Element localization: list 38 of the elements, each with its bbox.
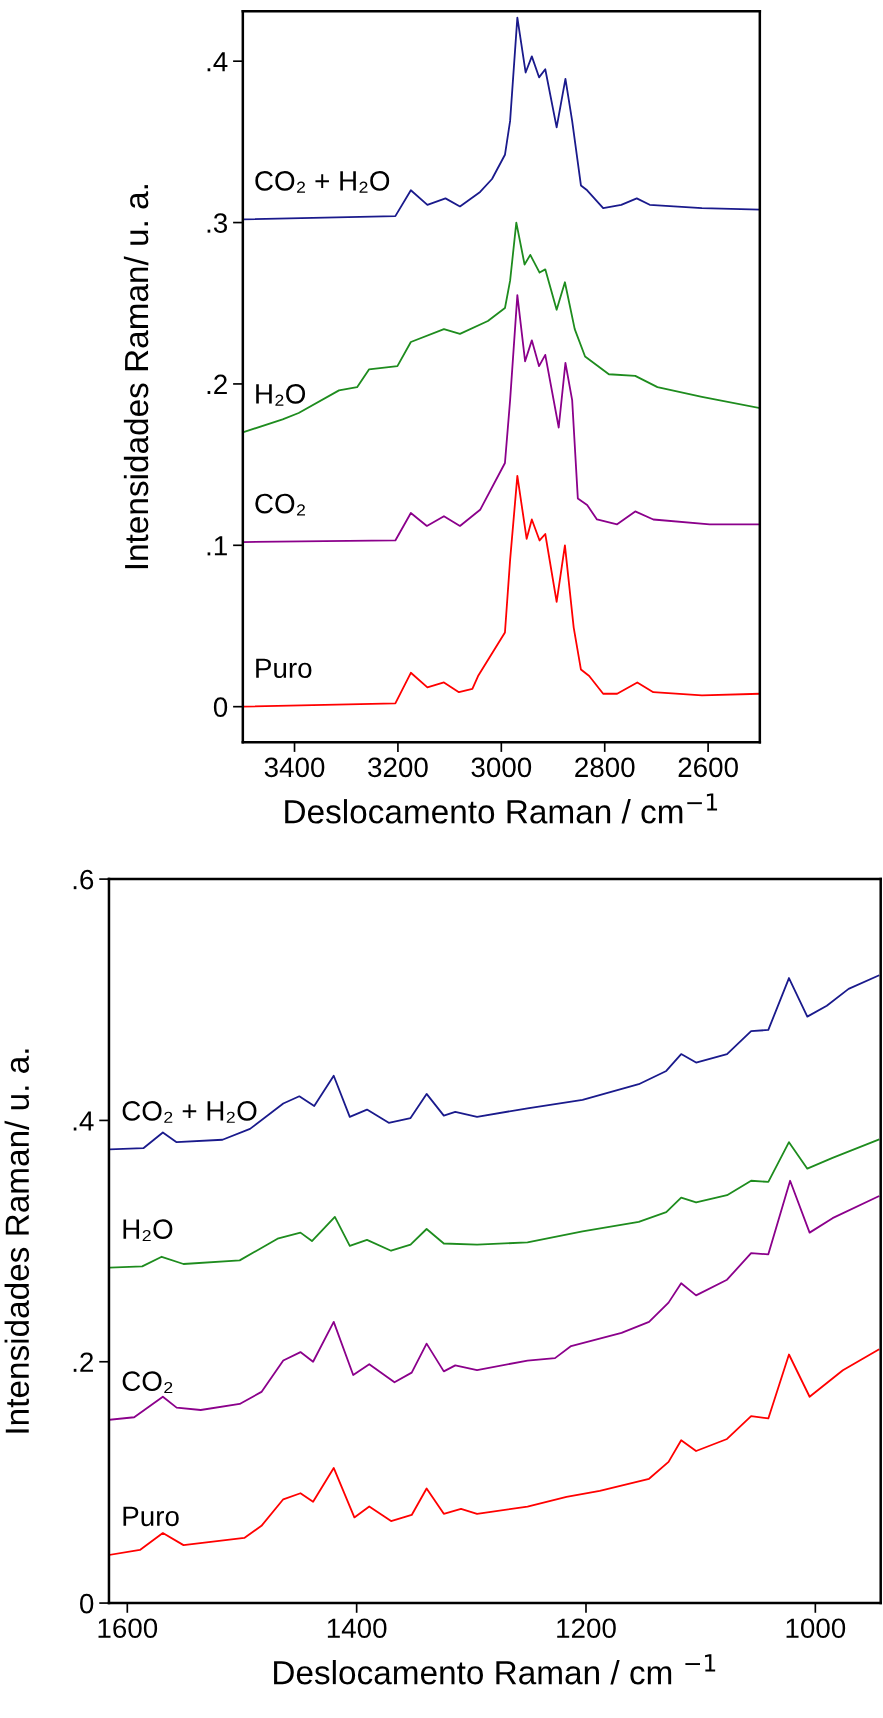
y-tick-label: .1 (207, 536, 227, 556)
line-series (109, 974, 880, 1151)
line-series (109, 1138, 880, 1269)
series-label: CO₂ + H₂O (122, 1101, 257, 1123)
y-tick-label: .3 (207, 213, 228, 233)
line-series (242, 475, 760, 708)
x-tick-label: 1200 (557, 1618, 616, 1639)
y-tick-label: .2 (73, 1352, 93, 1372)
line-series (109, 1179, 880, 1421)
x-tick-label: 3000 (471, 757, 532, 778)
line-series (109, 1348, 880, 1556)
line-series (242, 221, 760, 434)
series-label: CO₂ (255, 493, 305, 516)
y-tick-label: .4 (73, 1111, 94, 1131)
x-tick-label: 1000 (786, 1618, 846, 1639)
line-series (242, 294, 760, 543)
series-label: H₂O (256, 384, 306, 406)
y-tick-label: 0 (80, 1593, 94, 1614)
x-tick-label: 1600 (98, 1618, 158, 1639)
series-label: Puro (123, 1506, 179, 1527)
series-label: CO₂ (122, 1371, 173, 1394)
x-axis-title: Deslocamento Raman / cm$^{−1}$ (285, 793, 718, 824)
series-label: CO₂ + H₂O (255, 171, 390, 193)
x-axis-title: Deslocamento Raman / cm $^{−1}$ (274, 1654, 716, 1685)
y-axis-title: Intensidades Raman/ u. a. (4, 1049, 30, 1433)
x-tick-label: 2600 (678, 757, 738, 778)
x-tick-label: 3200 (368, 757, 428, 778)
y-axis-title: Intensidades Raman/ u. a. (123, 185, 149, 569)
y-tick-label: .2 (207, 374, 227, 394)
series-label: H₂O (123, 1219, 173, 1242)
x-tick-label: 1400 (327, 1618, 387, 1639)
line-series (242, 16, 760, 221)
y-tick-label: .4 (207, 52, 228, 72)
x-tick-label: 3400 (264, 757, 325, 778)
y-tick-label: .6 (73, 869, 94, 890)
series-label: Puro (256, 658, 312, 679)
x-tick-label: 2800 (575, 757, 635, 778)
y-tick-label: 0 (213, 697, 228, 718)
